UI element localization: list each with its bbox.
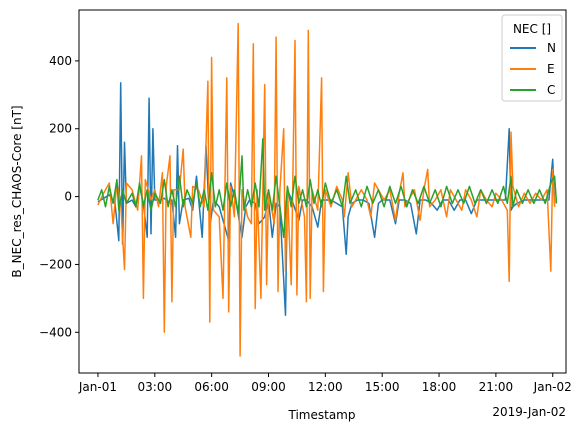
y-tick-label: 200 — [49, 122, 72, 136]
x-tick-label: 03:00 — [138, 380, 173, 394]
y-axis-title: B_NEC_res_CHAOS-Core [nT] — [10, 105, 24, 277]
legend-label-E: E — [547, 62, 555, 76]
legend: NEC [] NEC — [501, 14, 563, 102]
legend-title: NEC [] — [513, 22, 551, 36]
x-tick-label: 09:00 — [251, 380, 286, 394]
y-tick-label: −400 — [39, 325, 72, 339]
x-tick-label: Jan-02 — [533, 380, 572, 394]
x-axis: Jan-01 03:00 06:00 09:00 12:00 15:00 18:00 21:0… — [78, 373, 572, 394]
x-tick-label: 06:00 — [194, 380, 229, 394]
legend-box — [501, 14, 563, 102]
x-tick-label: 15:00 — [365, 380, 400, 394]
series-line-C — [97, 138, 558, 239]
legend-label-N: N — [547, 41, 556, 55]
y-axis: −400 −200 0 200 400 — [39, 54, 79, 339]
plot-frame — [78, 9, 567, 374]
x-tick-label: 12:00 — [308, 380, 343, 394]
x-tick-label: 21:00 — [479, 380, 514, 394]
x-tick-label: Jan-01 — [78, 380, 117, 394]
y-tick-label: −200 — [39, 257, 72, 271]
legend-label-C: C — [547, 83, 555, 97]
y-tick-label: 400 — [49, 54, 72, 68]
series-layer — [97, 22, 558, 357]
y-tick-label: 0 — [64, 190, 72, 204]
x-offset-label: 2019-Jan-02 — [492, 405, 566, 419]
x-tick-label: 18:00 — [422, 380, 457, 394]
series-line-E — [97, 22, 556, 357]
x-axis-title: Timestamp — [288, 408, 356, 422]
